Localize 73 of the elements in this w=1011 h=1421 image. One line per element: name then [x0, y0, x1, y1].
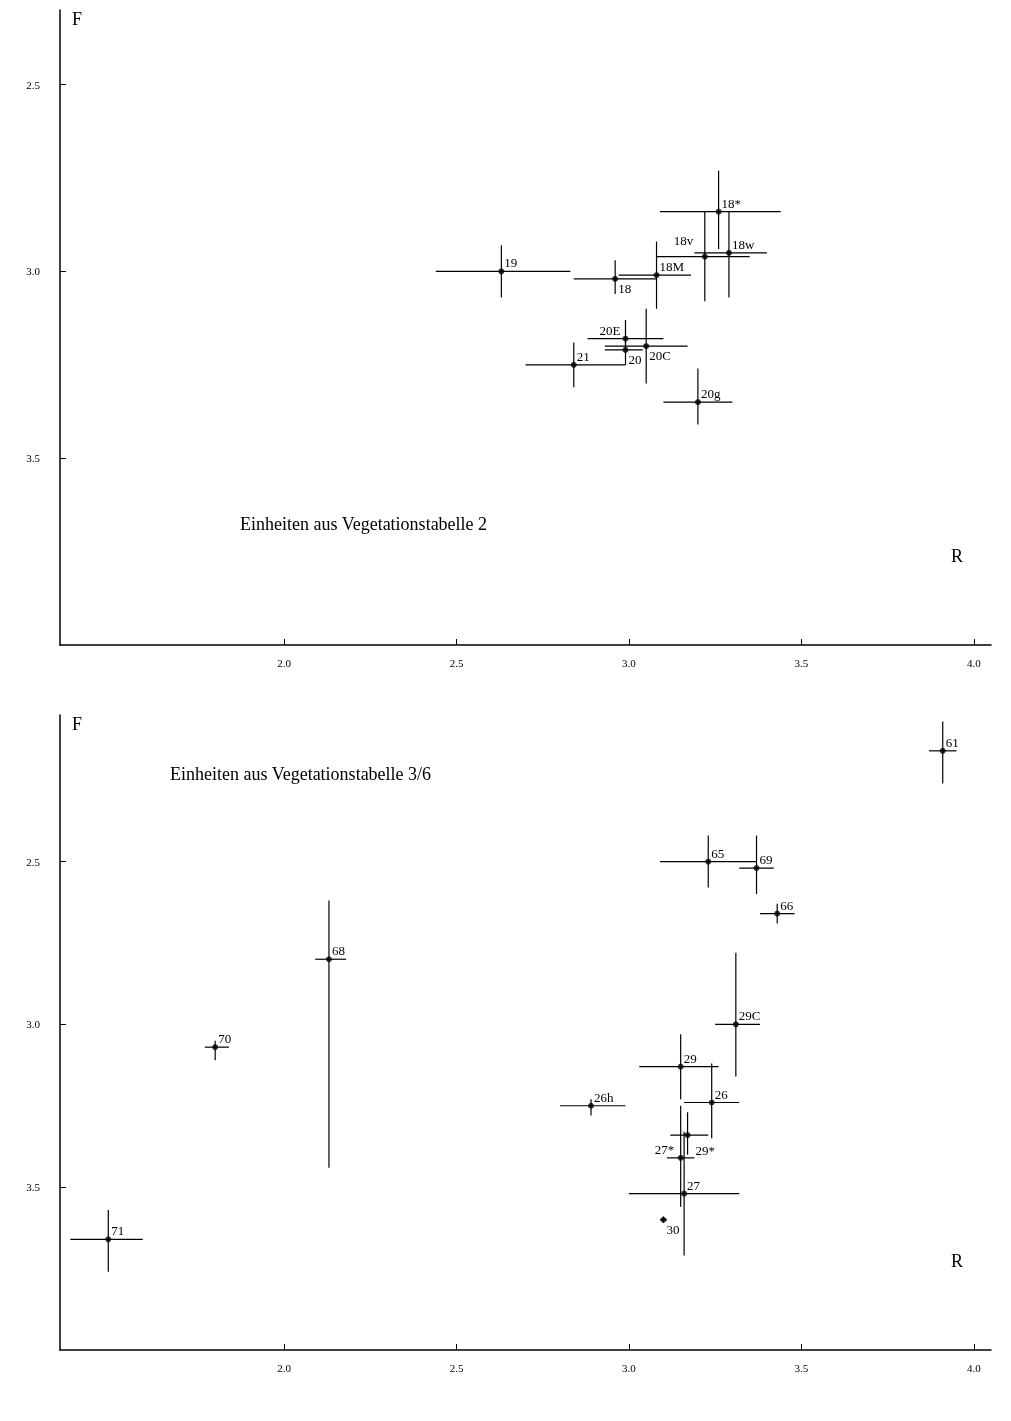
y-tick-label: 3.0: [26, 265, 41, 278]
point: [684, 1132, 691, 1139]
point: [715, 208, 722, 215]
x-tick-label: 3.5: [794, 656, 809, 669]
x-tick-label: 2.5: [449, 656, 464, 669]
annotation: 71: [111, 1223, 125, 1239]
annotation: 20E: [599, 322, 621, 338]
x-tick-label: 4.0: [966, 656, 982, 669]
y-tick-label: 3.0: [26, 1018, 41, 1031]
point: [681, 1190, 688, 1197]
point: [732, 1021, 739, 1028]
annotation: 68: [331, 943, 345, 959]
annotation: 18w: [731, 236, 755, 252]
x-tick-label: 3.0: [622, 1361, 637, 1374]
annotation: 29C: [738, 1008, 761, 1024]
annotation: 70: [218, 1031, 232, 1047]
point: [622, 346, 629, 353]
point: [588, 1102, 595, 1109]
annotation: 27*: [654, 1141, 675, 1157]
point: [708, 1099, 715, 1106]
annotation: 29: [683, 1050, 697, 1066]
point: [643, 343, 650, 350]
annotation: 19: [504, 255, 518, 271]
text: Einheiten aus Vegetationstabelle 2: [240, 514, 488, 534]
point: [677, 1154, 684, 1161]
point: [612, 275, 619, 282]
point: [705, 858, 712, 865]
point: [105, 1236, 112, 1243]
annotation: 21: [576, 348, 590, 364]
annotation: 26h: [594, 1089, 615, 1105]
point: [653, 272, 660, 279]
x-tick-label: 3.0: [622, 656, 637, 669]
text: Einheiten aus Vegetationstabelle 3/6: [170, 764, 432, 784]
annotation: 20g: [700, 386, 721, 402]
annotation: 61: [945, 734, 959, 750]
annotation: 20: [628, 351, 642, 367]
point: [325, 956, 332, 963]
y-tick-label: 2.5: [26, 855, 41, 868]
point: [212, 1044, 219, 1051]
annotation: 26: [714, 1086, 729, 1102]
y-axis-title: F: [72, 714, 83, 734]
point: [570, 361, 577, 368]
x-axis-title: R: [951, 546, 964, 566]
x-axis-title: R: [951, 1251, 964, 1271]
annotation: 65: [711, 845, 725, 861]
annotation: 30: [666, 1221, 680, 1237]
point: [701, 253, 708, 260]
annotation: 29*: [695, 1143, 716, 1159]
x-tick-label: 2.0: [277, 1361, 292, 1374]
point: [774, 910, 781, 917]
point: [498, 268, 505, 275]
x-tick-label: 2.5: [449, 1361, 464, 1374]
annotation: 66: [780, 897, 794, 913]
point: [725, 249, 732, 256]
x-tick-label: 4.0: [966, 1361, 982, 1374]
annotation: 18v: [673, 232, 694, 248]
annotation: 27: [687, 1177, 701, 1193]
y-tick-label: 3.5: [26, 452, 41, 465]
y-axis-title: F: [72, 9, 83, 29]
annotation: 69: [759, 852, 773, 868]
point: [694, 399, 701, 406]
point: [677, 1063, 684, 1070]
point: [939, 747, 946, 754]
annotation: 18M: [659, 259, 685, 275]
y-tick-label: 2.5: [26, 78, 41, 91]
point: [753, 865, 760, 872]
point: [622, 335, 629, 342]
annotation: 18*: [721, 195, 742, 211]
y-tick-label: 3.5: [26, 1181, 41, 1194]
annotation: 20C: [649, 348, 671, 364]
x-tick-label: 2.0: [277, 656, 292, 669]
x-tick-label: 3.5: [794, 1361, 809, 1374]
annotation: 18: [618, 280, 632, 296]
